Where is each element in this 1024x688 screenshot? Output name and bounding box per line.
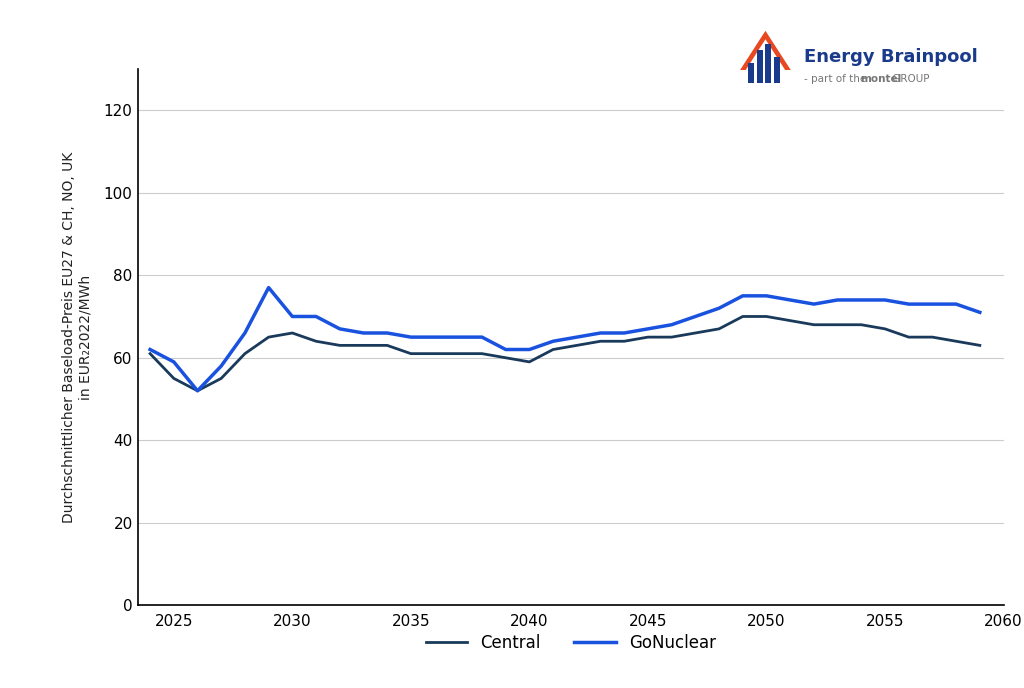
Text: Energy Brainpool: Energy Brainpool: [804, 48, 978, 66]
Text: GROUP: GROUP: [889, 74, 930, 84]
Bar: [773, 57, 780, 83]
Legend: Central, GoNuclear: Central, GoNuclear: [419, 627, 723, 659]
Text: - part of the: - part of the: [804, 74, 869, 84]
Polygon shape: [740, 31, 791, 70]
Polygon shape: [745, 39, 785, 70]
Bar: [749, 63, 755, 83]
Text: montel: montel: [860, 74, 901, 84]
Bar: [757, 50, 763, 83]
Y-axis label: Durchschnittlicher Baseload-Preis EU27 & CH, NO, UK
in EUR₂2022/MWh: Durchschnittlicher Baseload-Preis EU27 &…: [62, 151, 93, 523]
Bar: [765, 44, 771, 83]
